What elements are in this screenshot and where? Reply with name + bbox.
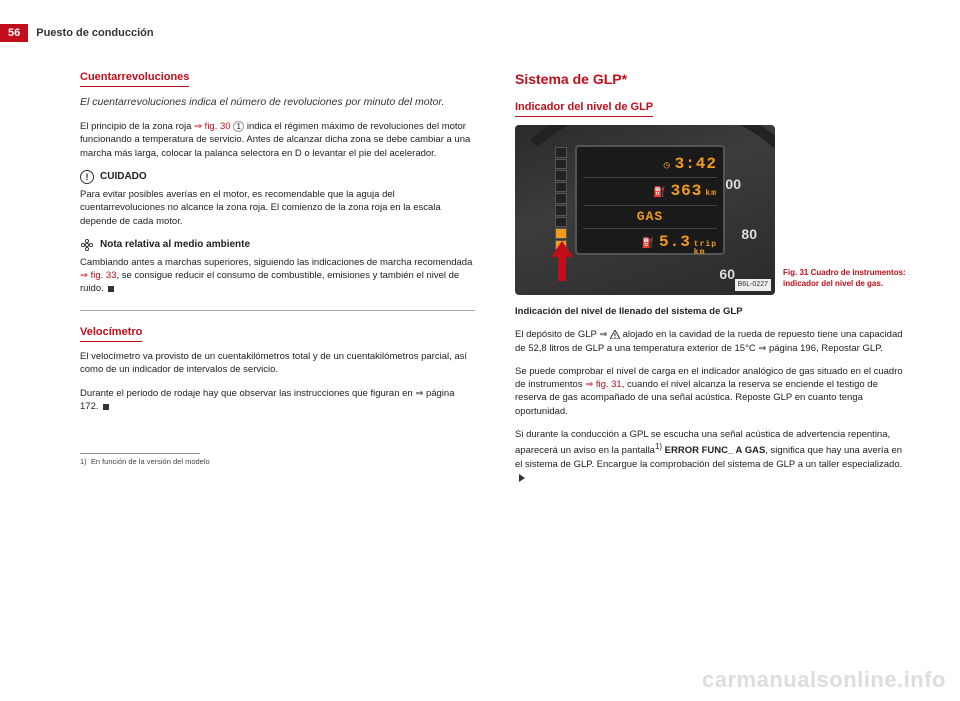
heading-velocimetro: Velocímetro: [80, 325, 142, 342]
trip-value: 5.3: [659, 231, 691, 253]
lead-text: El cuentarrevoluciones indica el número …: [80, 95, 475, 110]
right-column: Sistema de GLP* Indicador del nivel de G…: [515, 70, 910, 671]
caution-label: CUIDADO: [100, 170, 147, 184]
screen-time-row: ◷ 3:42: [583, 151, 717, 178]
fuel-segment: [555, 205, 567, 216]
trip-unit: trip km: [694, 241, 717, 257]
figure-31: 100 80 60: [515, 125, 910, 295]
fig-ref: ⇒ fig. 31: [585, 379, 621, 390]
tick-80: 80: [741, 225, 757, 245]
fuel-segment: [555, 147, 567, 158]
env-note-heading: Nota relativa al medio ambiente: [80, 238, 475, 252]
manual-page: 56 Puesto de conducción Cuentarrevolucio…: [0, 0, 960, 701]
paragraph: Durante el periodo de rodaje hay que obs…: [80, 387, 475, 414]
env-note-label: Nota relativa al medio ambiente: [100, 238, 250, 252]
instrument-screen: ◷ 3:42 ⛽ 363 km GAS ⛽ 5.: [575, 145, 725, 255]
fuel-segment: [555, 182, 567, 193]
content-columns: Cuentarrevoluciones El cuentarrevolucion…: [80, 70, 910, 671]
page-header: 56 Puesto de conducción: [0, 24, 960, 42]
image-code: B6L-0227: [735, 279, 771, 291]
footnote-ref: 1): [655, 442, 662, 451]
subheading-indicador: Indicador del nivel de GLP: [515, 100, 653, 117]
gauge-cluster-image: 100 80 60: [515, 125, 775, 295]
fuel-segment: [555, 228, 567, 239]
screen-mode-row: GAS: [583, 206, 717, 229]
error-code: ERROR FUNC_ A GAS: [662, 446, 765, 457]
range-unit: km: [705, 190, 717, 198]
paragraph: El depósito de GLP ⇒ alojado en la cavid…: [515, 328, 910, 355]
watermark: carmanualsonline.info: [702, 667, 946, 693]
pump-icon: ⛽: [653, 187, 666, 201]
heading-sistema-glp: Sistema de GLP*: [515, 70, 910, 90]
page-number-badge: 56: [0, 24, 28, 42]
text: Cambiando antes a marchas superiores, si…: [80, 257, 472, 268]
footnote-text: En función de la versión del modelo: [91, 457, 210, 466]
fig-ref: ⇒ fig. 33: [80, 270, 116, 281]
paragraph: Si durante la conducción a GPL se escuch…: [515, 428, 910, 484]
separator: [80, 310, 475, 311]
fuel-segment: [555, 170, 567, 181]
screen-trip-row: ⛽ 5.3 trip km: [583, 229, 717, 259]
end-marker-icon: [108, 286, 114, 292]
pump-icon: ⛽: [642, 238, 655, 252]
screen-range-row: ⛽ 363 km: [583, 178, 717, 205]
footnote-rule: [80, 453, 200, 454]
fuel-level-bar: [555, 147, 567, 253]
flower-icon: [80, 238, 94, 252]
continue-marker-icon: [519, 474, 525, 482]
fuel-segment: [555, 217, 567, 228]
left-column: Cuentarrevoluciones El cuentarrevolucion…: [80, 70, 475, 671]
caution-icon: !: [80, 170, 94, 184]
fuel-segment: [555, 159, 567, 170]
tick-60: 60: [719, 265, 735, 285]
text: El depósito de GLP ⇒: [515, 329, 610, 340]
paragraph: El velocímetro va provisto de un cuentak…: [80, 350, 475, 377]
paragraph: El principio de la zona roja ⇒ fig. 30 1…: [80, 120, 475, 160]
fig-number: Fig. 31: [783, 268, 808, 277]
bold-heading: Indicación del nivel de llenado del sist…: [515, 305, 910, 318]
text: El principio de la zona roja: [80, 121, 194, 132]
warning-triangle-icon: [610, 330, 620, 339]
env-note-text: Cambiando antes a marchas superiores, si…: [80, 256, 475, 296]
text: Durante el periodo de rodaje hay que obs…: [80, 388, 454, 412]
fuel-segment: [555, 193, 567, 204]
red-arrow-icon: [551, 241, 573, 285]
range-value: 363: [671, 180, 703, 202]
time-value: 3:42: [675, 153, 717, 175]
fig-ref: ⇒ fig. 30: [194, 121, 230, 132]
clock-icon: ◷: [664, 160, 671, 174]
paragraph: Se puede comprobar el nivel de carga en …: [515, 365, 910, 418]
section-title: Puesto de conducción: [36, 27, 153, 39]
text: , se consigue reducir el consumo de comb…: [80, 270, 459, 294]
caution-heading: ! CUIDADO: [80, 170, 475, 184]
mode-value: GAS: [637, 208, 663, 226]
callout-number: 1: [233, 121, 244, 132]
footnote: 1) En función de la versión del modelo: [80, 457, 475, 468]
heading-cuentarrevoluciones: Cuentarrevoluciones: [80, 70, 189, 87]
footnote-marker: 1): [80, 457, 87, 466]
end-marker-icon: [103, 404, 109, 410]
caution-text: Para evitar posibles averías en el motor…: [80, 188, 475, 228]
figure-caption: Fig. 31 Cuadro de instrumentos: indicado…: [783, 268, 910, 295]
